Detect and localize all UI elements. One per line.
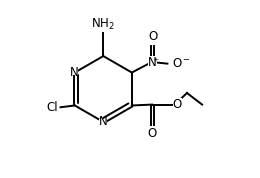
Text: N: N [69, 66, 78, 79]
FancyBboxPatch shape [70, 70, 78, 75]
Text: +: + [153, 57, 158, 62]
Text: O$^-$: O$^-$ [172, 57, 191, 70]
Text: Cl: Cl [46, 101, 58, 114]
Text: NH$_2$: NH$_2$ [92, 17, 115, 32]
FancyBboxPatch shape [99, 119, 107, 125]
Text: N: N [99, 115, 108, 129]
Text: O: O [148, 127, 157, 140]
Text: N: N [148, 56, 157, 69]
Text: O: O [173, 98, 182, 111]
Text: O: O [148, 30, 157, 43]
